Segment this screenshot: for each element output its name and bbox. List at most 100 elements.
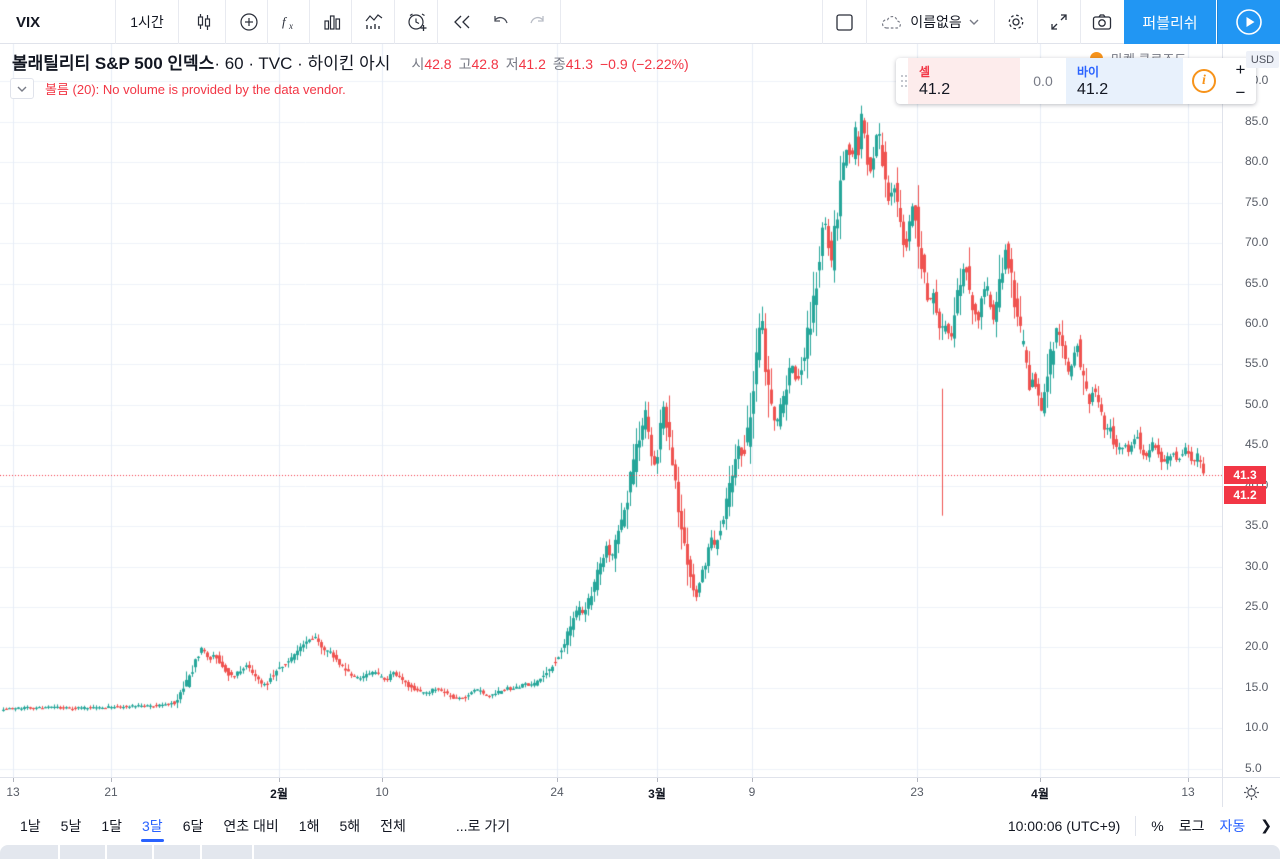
range-button[interactable]: 전체 [380,817,406,834]
gear-icon [1008,14,1024,30]
ohlc-value: 42.8 [424,56,452,72]
time-axis-tick [557,778,558,782]
indicator-templates-button[interactable] [311,0,353,44]
range-button[interactable]: 1달 [101,817,123,834]
volume-indicator-row: 볼름 (20): No volume is provided by the da… [10,78,346,99]
forecast-button[interactable] [353,0,395,44]
chart-settings-button[interactable] [995,0,1037,44]
indicator-collapse-button[interactable] [10,78,34,99]
range-button[interactable]: 연초 대비 [223,817,279,834]
undo-button[interactable] [483,0,519,44]
footer-tab-separator [58,845,60,859]
spread-value: 0.0 [1033,73,1053,89]
range-button[interactable]: 5해 [339,817,361,834]
price-axis-label: 15.0 [1245,679,1269,694]
sell-price: 41.2 [919,81,951,98]
ohlc-label: 고 [458,56,472,72]
price-chart-canvas[interactable] [0,44,1222,777]
redo-arrow-icon [530,16,544,24]
range-button[interactable]: 6달 [182,817,204,834]
legend-symbol-title[interactable]: 볼래틸리티 S&P 500 인덱스 [12,54,215,73]
range-button[interactable]: 1날 [20,817,41,834]
symbol-legend[interactable]: 볼래틸리티 S&P 500 인덱스 · 60 · TVC · 하이킨 아시 시4… [12,49,689,74]
ohlc-value: 41.2 [518,56,546,72]
footer-tab-separator [152,845,154,859]
bar-chart-icon [324,15,341,30]
clock-timezone-button[interactable]: 10:00:06 (UTC+9) [1007,817,1121,834]
buy-price: 41.2 [1077,81,1109,98]
quantity-stepper: + − [1225,58,1256,104]
price-axis[interactable]: 90.0 85.0 80.0 75.0 70.0 65.0 60.0 55.0 50.0 45.0… [1222,44,1280,777]
price-axis-label: 10.0 [1245,720,1269,735]
ohlc-value: 41.3 [565,56,593,72]
interval-label: 1시간 [130,14,164,30]
price-axis-label: 5.0 [1245,760,1262,775]
time-axis-tick [752,778,753,782]
sell-label: 셀 [919,65,931,79]
ohlc-label: 저 [505,56,519,72]
time-axis-label: 9 [748,785,756,799]
plus-circle-icon [240,13,258,31]
time-axis-tick [1040,778,1041,782]
bottom-panel-edge[interactable] [0,845,1280,859]
time-axis-label: 24 [550,785,564,799]
range-button[interactable]: 3달 [132,807,173,844]
price-axis-label: 50.0 [1245,396,1269,411]
fullscreen-button[interactable] [1038,0,1080,44]
save-layout-button[interactable]: 이름없음 [867,0,993,44]
time-axis-label: 2월 [270,787,288,801]
publish-label: 퍼블리쉬 [1142,14,1198,32]
currency-badge: USD [1246,51,1279,68]
publish-button[interactable]: 퍼블리쉬 [1124,0,1216,44]
line-over-bars-icon [365,14,383,29]
buy-button[interactable]: 바이 41.2 [1066,58,1183,104]
replay-button[interactable] [441,0,483,44]
log-scale-button[interactable]: 로그 [1178,817,1205,834]
time-axis-label: 13 [1181,785,1195,799]
price-axis-label: 35.0 [1245,518,1269,533]
range-button[interactable]: 5날 [60,817,82,834]
snapshot-button[interactable] [1081,0,1123,44]
goto-date-button[interactable]: ...로 가기 [455,817,511,834]
chart-style-button[interactable] [183,0,225,44]
symbol-search-button[interactable]: VIX [0,0,115,44]
footer-tab-separator [200,845,202,859]
axis-settings-gear-icon [1244,785,1259,800]
auto-scale-button[interactable]: 자동 [1219,817,1246,834]
compare-button[interactable] [228,0,270,44]
price-axis-label: 55.0 [1245,356,1269,371]
interval-button[interactable]: 1시간 [116,0,178,44]
range-button[interactable]: 1해 [298,817,320,834]
symbol-label: VIX [16,13,41,31]
time-axis-label: 21 [104,785,118,799]
price-axis-label: 20.0 [1245,639,1269,654]
alert-button[interactable] [396,0,438,44]
last-price-badge: 41.3 [1224,466,1266,485]
time-axis-label: 23 [910,785,924,799]
percent-scale-button[interactable]: % [1151,817,1164,834]
axis-settings-corner[interactable] [1222,777,1280,807]
layout-name-label: 이름없음 [910,14,962,30]
publish-play-button[interactable] [1217,0,1280,44]
time-axis[interactable]: 13 21 2월 10 24 3월 9 23 4월 13 [0,777,1222,807]
redo-button[interactable] [519,0,555,44]
quantity-decrease-button[interactable]: − [1235,83,1246,102]
panel-collapse-chevron-icon[interactable]: ❯ [1260,817,1272,833]
quantity-increase-button[interactable]: + [1235,60,1246,79]
buy-sell-widget[interactable]: 셀 41.2 0.0 바이 41.2 i + − [896,58,1256,104]
time-axis-tick [382,778,383,782]
time-axis-tick [111,778,112,782]
trading-info-button[interactable]: i [1183,58,1225,104]
footer-tab-separator [252,845,254,859]
undo-arrow-icon [494,16,508,24]
price-axis-label: 70.0 [1245,235,1269,250]
price-axis-label: 75.0 [1245,194,1269,209]
fx-icon: f x [282,14,293,31]
widget-drag-handle[interactable] [896,58,908,104]
sell-button[interactable]: 셀 41.2 [908,58,1020,104]
indicators-button[interactable]: f x [269,0,311,44]
chart-pane[interactable] [0,44,1222,777]
layout-select-button[interactable] [823,0,866,44]
price-axis-label: 85.0 [1245,113,1269,128]
divider [1135,815,1137,836]
